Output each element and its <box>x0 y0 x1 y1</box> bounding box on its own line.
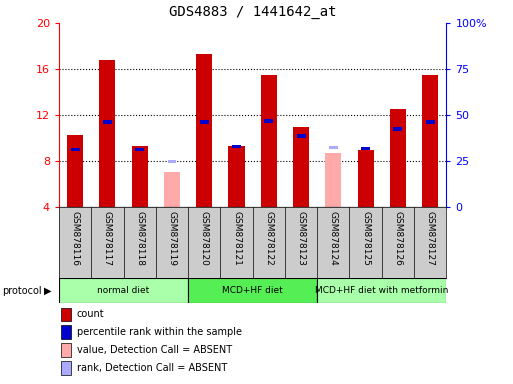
Bar <box>325 153 342 207</box>
Bar <box>61 326 71 339</box>
Bar <box>393 127 402 131</box>
Bar <box>390 109 406 207</box>
Text: value, Detection Call = ABSENT: value, Detection Call = ABSENT <box>76 345 232 355</box>
Text: GSM878117: GSM878117 <box>103 211 112 266</box>
Bar <box>293 127 309 207</box>
Bar <box>297 134 306 138</box>
Bar <box>100 60 115 207</box>
Bar <box>261 75 277 207</box>
Bar <box>103 121 112 124</box>
Bar <box>232 144 241 148</box>
Text: GSM878126: GSM878126 <box>393 211 402 266</box>
Text: GSM878125: GSM878125 <box>361 211 370 266</box>
Text: GSM878118: GSM878118 <box>135 211 144 266</box>
Text: GSM878123: GSM878123 <box>297 211 306 266</box>
Bar <box>228 146 245 207</box>
Text: GSM878127: GSM878127 <box>426 211 435 266</box>
Bar <box>329 146 338 149</box>
Text: rank, Detection Call = ABSENT: rank, Detection Call = ABSENT <box>76 363 227 373</box>
Text: GSM878122: GSM878122 <box>264 211 273 266</box>
Title: GDS4883 / 1441642_at: GDS4883 / 1441642_at <box>169 5 337 19</box>
Bar <box>361 147 370 151</box>
Bar <box>59 278 188 303</box>
Text: ▶: ▶ <box>44 286 51 296</box>
Bar <box>358 150 373 207</box>
Text: percentile rank within the sample: percentile rank within the sample <box>76 327 242 337</box>
Bar <box>61 361 71 375</box>
Bar <box>61 343 71 357</box>
Bar <box>71 148 80 152</box>
Bar <box>426 121 435 124</box>
Text: protocol: protocol <box>3 286 42 296</box>
Text: normal diet: normal diet <box>97 286 150 295</box>
Text: count: count <box>76 309 104 319</box>
Bar <box>200 121 209 124</box>
Bar <box>164 172 180 207</box>
Text: GSM878116: GSM878116 <box>71 211 80 266</box>
Bar <box>168 160 176 163</box>
Bar <box>61 308 71 321</box>
Bar <box>317 278 446 303</box>
Bar <box>422 75 438 207</box>
Bar <box>135 148 144 152</box>
Text: GSM878121: GSM878121 <box>232 211 241 266</box>
Bar <box>196 54 212 207</box>
Bar <box>264 119 273 123</box>
Bar <box>188 278 317 303</box>
Text: GSM878124: GSM878124 <box>329 211 338 266</box>
Text: MCD+HF diet with metformin: MCD+HF diet with metformin <box>315 286 448 295</box>
Text: MCD+HF diet: MCD+HF diet <box>222 286 283 295</box>
Bar <box>67 135 83 207</box>
Text: GSM878119: GSM878119 <box>167 211 176 266</box>
Bar <box>132 146 148 207</box>
Text: GSM878120: GSM878120 <box>200 211 209 266</box>
